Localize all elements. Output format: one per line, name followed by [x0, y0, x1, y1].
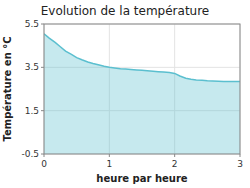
x-tick-label: 3 [237, 159, 243, 169]
axes: 0 1 2 3 -0.5 1.5 3.5 5.5 [21, 19, 242, 169]
line [44, 34, 240, 82]
y-tick [41, 154, 44, 155]
y-tick [41, 110, 44, 111]
y-tick-label: -0.5 [21, 149, 39, 159]
x-axis-label: heure par heure [96, 173, 187, 184]
y-tick-label: 1.5 [25, 106, 39, 116]
y-axis-label: Température en °C [2, 36, 13, 141]
plot-frame [44, 24, 240, 154]
y-tick [41, 67, 44, 68]
grid [44, 24, 240, 154]
x-tick [174, 154, 175, 157]
y-tick-label: 3.5 [25, 62, 39, 72]
y-tick [41, 24, 44, 25]
x-tick-label: 2 [172, 159, 178, 169]
x-tick-label: 0 [41, 159, 47, 169]
area [44, 34, 240, 154]
title: Evolution de la température [41, 4, 210, 18]
x-tick [109, 154, 110, 157]
plot-area [44, 34, 240, 154]
x-tick [240, 154, 241, 157]
chart: 0 1 2 3 -0.5 1.5 3.5 5.5 heure par heure Températ… [0, 0, 250, 188]
x-tick-label: 1 [106, 159, 112, 169]
y-tick-label: 5.5 [25, 19, 39, 29]
